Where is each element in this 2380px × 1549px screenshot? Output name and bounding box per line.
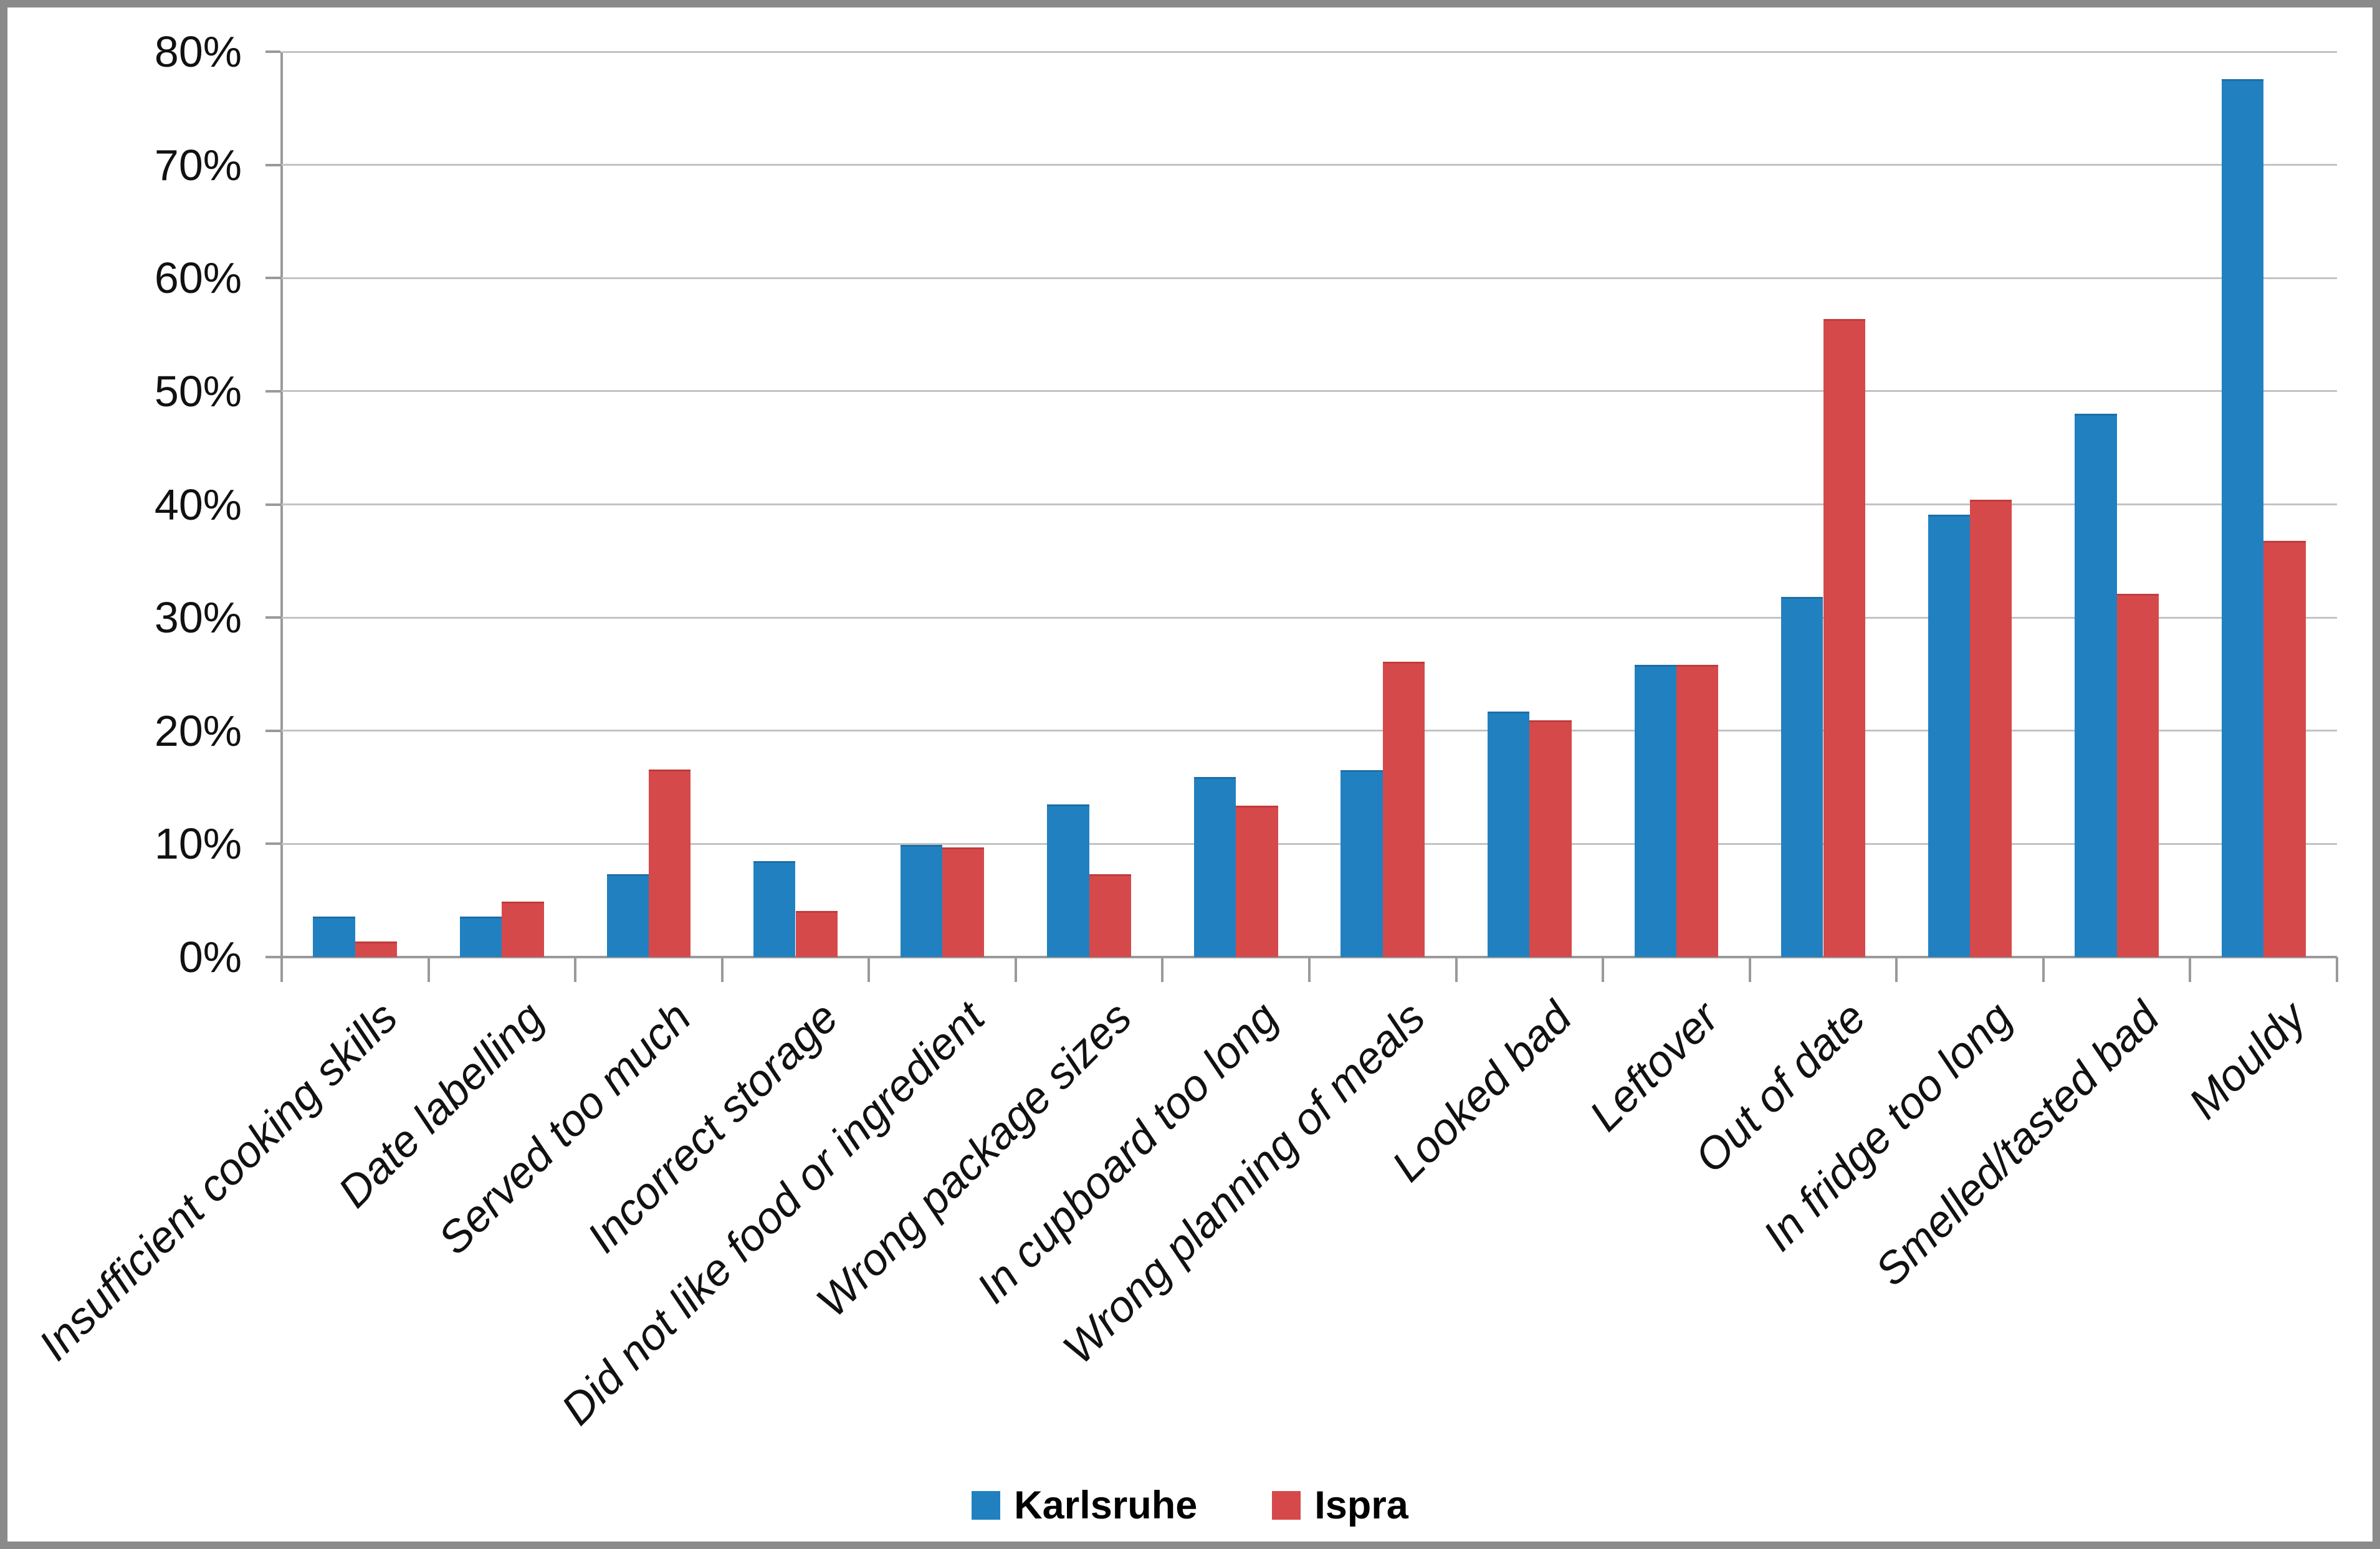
legend-label-karlsruhe: Karlsruhe [1014,1484,1198,1527]
x-category-label: Smelled/tasted bad [1866,993,2169,1295]
x-tick [1308,957,1311,982]
ispra-bar [2116,593,2159,957]
y-gridline [282,616,2337,619]
ispra-bar [1529,720,1572,957]
karlsruhe-bar [900,845,943,957]
x-tick [2189,957,2192,982]
y-tick [265,389,280,393]
karlsruhe-bar [1193,777,1236,957]
y-tick [265,729,280,732]
y-tick [265,277,280,280]
x-tick [1161,957,1164,982]
x-category-label: Leftover [1580,993,1729,1141]
ispra-bar [2263,540,2306,957]
y-tick-label: 20% [154,706,242,755]
x-category-label: In fridge too long [1754,993,2022,1261]
karlsruhe-bar [1341,770,1383,957]
karlsruhe-bar [2221,79,2264,957]
y-tick-label: 70% [154,140,242,189]
ispra-bar [942,847,985,957]
y-gridline [282,842,2337,845]
karlsruhe-bar [2075,414,2117,957]
y-tick-label: 30% [154,593,242,642]
x-category-label: Wrong planning of meals [1053,993,1435,1374]
x-category-label: Wrong package sizes [806,993,1141,1327]
karlsruhe-bar [753,860,796,957]
y-gridline [282,390,2337,393]
x-category-label: Did not like food or ingredient [552,993,995,1435]
y-gridline [282,164,2337,166]
ispra-bar [795,910,838,957]
x-tick [2042,957,2045,982]
karlsruhe-bar [1928,514,1971,957]
karlsruhe-bar [1488,711,1530,957]
y-gridline [282,730,2337,732]
legend-item-karlsruhe: Karlsruhe [972,1483,1197,1528]
y-tick [265,616,280,619]
y-tick [265,503,280,506]
y-axis-line [280,52,283,982]
karlsruhe-bar [606,874,649,957]
legend-swatch-karlsruhe [972,1491,1001,1520]
karlsruhe-bar [1781,597,1823,957]
ispra-bar [1236,805,1278,957]
karlsruhe-bar [313,916,355,957]
ispra-bar [1382,661,1425,957]
y-tick-label: 80% [154,27,242,76]
ispra-bar [1676,665,1719,957]
legend-swatch-ispra [1272,1491,1301,1520]
x-category-label: Date labelling [329,993,554,1218]
x-tick [280,957,283,982]
karlsruhe-bar [460,916,502,957]
y-tick-label: 50% [154,366,242,416]
ispra-bar [1970,500,2012,957]
ispra-bar [502,902,544,957]
y-gridline [282,503,2337,505]
legend: Karlsruhe Ispra [7,1483,2373,1528]
plot-area [265,50,2338,982]
x-tick [427,957,430,982]
y-tick-label: 40% [154,480,242,529]
ispra-bar [1823,318,1865,957]
x-tick [574,957,577,982]
x-category-label: Looked bad [1383,993,1582,1191]
x-tick [2336,957,2338,982]
karlsruhe-bar [1634,665,1676,957]
x-tick [720,957,724,982]
x-tick [1895,957,1898,982]
x-category-label: Out of date [1685,993,1875,1183]
x-category-label: Served too much [429,993,701,1264]
x-tick [867,957,871,982]
x-tick [1455,957,1458,982]
y-tick [265,842,280,846]
y-tick-label: 0% [178,933,242,981]
y-tick [265,50,280,53]
x-tick [1602,957,1605,982]
y-tick-label: 60% [154,254,242,303]
x-category-label: Mouldy [2179,993,2316,1129]
y-gridline [282,277,2337,279]
x-category-label: Incorrect storage [578,993,848,1262]
x-category-label: In cupboard too long [967,993,1288,1313]
y-gridline [282,50,2337,53]
legend-item-ispra: Ispra [1272,1483,1408,1528]
y-tick [265,956,280,958]
ispra-bar [355,941,398,957]
x-tick [1748,957,1751,982]
legend-label-ispra: Ispra [1314,1484,1408,1527]
x-tick [1014,957,1017,982]
y-tick-label: 10% [154,819,242,869]
karlsruhe-bar [1047,804,1089,957]
y-tick [265,163,280,166]
ispra-bar [648,769,691,957]
ispra-bar [1089,874,1131,957]
